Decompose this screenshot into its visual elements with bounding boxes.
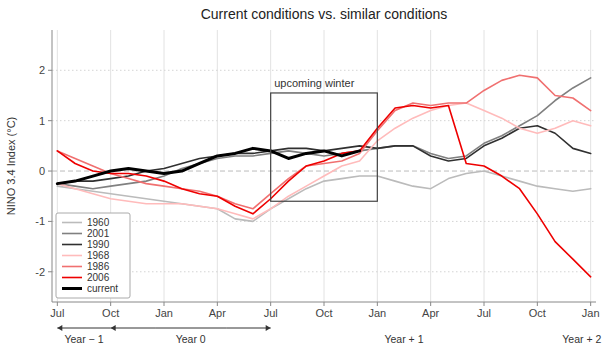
x-tick: [537, 302, 538, 306]
legend-label: current: [87, 283, 118, 294]
legend-box: [56, 213, 130, 298]
x-tick-label: Apr: [209, 307, 226, 319]
x-tick: [110, 302, 111, 306]
period-label: Year − 1: [64, 333, 103, 345]
y-axis-line: [52, 30, 53, 302]
y-grid-line: [52, 221, 596, 222]
legend: 196020011990196819862006current: [56, 213, 130, 298]
arrow-head: [57, 325, 62, 331]
y-tick: [48, 120, 52, 121]
legend-swatch: [62, 233, 82, 235]
series-line: [57, 78, 590, 189]
legend-label: 2001: [87, 228, 110, 239]
y-grid-line: [52, 120, 596, 121]
x-tick: [430, 302, 431, 306]
y-tick-label: -1: [35, 215, 45, 227]
x-tick-label: Jul: [477, 307, 491, 319]
legend-swatch: [62, 255, 82, 257]
y-tick-label: 1: [39, 115, 45, 127]
x-tick: [217, 302, 218, 306]
x-grid-line: [324, 30, 325, 302]
series-line: [57, 148, 359, 183]
period-arrow: [57, 328, 110, 329]
series-line: [57, 106, 590, 277]
y-tick-label: -2: [35, 266, 45, 278]
period-label: Year + 2: [562, 333, 601, 345]
x-tick-label: Oct: [529, 307, 546, 319]
y-tick: [48, 70, 52, 71]
y-tick: [48, 171, 52, 172]
y-tick: [48, 271, 52, 272]
series-line: [57, 75, 590, 208]
arrow-head: [111, 325, 116, 331]
x-tick: [270, 302, 271, 306]
x-tick: [590, 302, 591, 306]
axes: -2 -1 0 1 2 Jul Oct Jan Apr Jul Oct Jan Apr Jul Oct Jan: [35, 30, 599, 319]
y-axis-label: NINO 3.4 Index (°C): [5, 117, 17, 216]
x-tick-label: Apr: [422, 307, 439, 319]
title: Current conditions vs. similar condition…: [201, 6, 448, 22]
x-tick-label: Jan: [582, 307, 600, 319]
x-tick-label: Jul: [264, 307, 278, 319]
x-tick: [484, 302, 485, 306]
y-tick: [48, 221, 52, 222]
x-tick-label: Jan: [368, 307, 386, 319]
series-line: [57, 171, 590, 221]
period-label: Year + 1: [384, 333, 423, 345]
legend-swatch: [62, 244, 82, 246]
legend-swatch: [62, 222, 82, 224]
annotations: upcoming winter Year − 1 Year 0 Year + 1 Yea…: [57, 77, 601, 345]
period-connector: [155, 328, 226, 329]
x-tick: [377, 302, 378, 306]
period-arrow: [111, 328, 155, 329]
x-tick-label: Oct: [315, 307, 332, 319]
x-tick-label: Jul: [50, 307, 64, 319]
x-grid-line: [537, 30, 538, 302]
x-grid-line: [164, 30, 165, 302]
x-tick: [164, 302, 165, 306]
x-tick: [324, 302, 325, 306]
x-tick-label: Oct: [102, 307, 119, 319]
chart: Current conditions vs. similar condition…: [0, 0, 610, 356]
y-tick-label: 2: [39, 64, 45, 76]
y-grid-line: [52, 271, 596, 272]
x-tick: [57, 302, 58, 306]
legend-label: 2006: [87, 272, 110, 283]
legend-swatch: [62, 277, 82, 279]
x-grid-line: [217, 30, 218, 302]
legend-label: 1960: [87, 217, 110, 228]
y-grid-line: [52, 70, 596, 71]
x-tick-label: Jan: [155, 307, 173, 319]
x-grid-line: [430, 30, 431, 302]
annotation-text: upcoming winter: [274, 77, 354, 89]
grid: [52, 30, 596, 302]
legend-swatch: [62, 287, 82, 290]
period-arrow: [226, 328, 270, 329]
x-grid-line: [590, 30, 591, 302]
legend-label: 1968: [87, 250, 110, 261]
y-tick-label: 0: [39, 165, 45, 177]
arrow-head: [266, 325, 271, 331]
legend-label: 1986: [87, 261, 110, 272]
series: [57, 75, 590, 276]
legend-label: 1990: [87, 239, 110, 250]
legend-swatch: [62, 266, 82, 268]
period-label: Year 0: [176, 333, 206, 345]
highlight-box: [271, 93, 378, 201]
